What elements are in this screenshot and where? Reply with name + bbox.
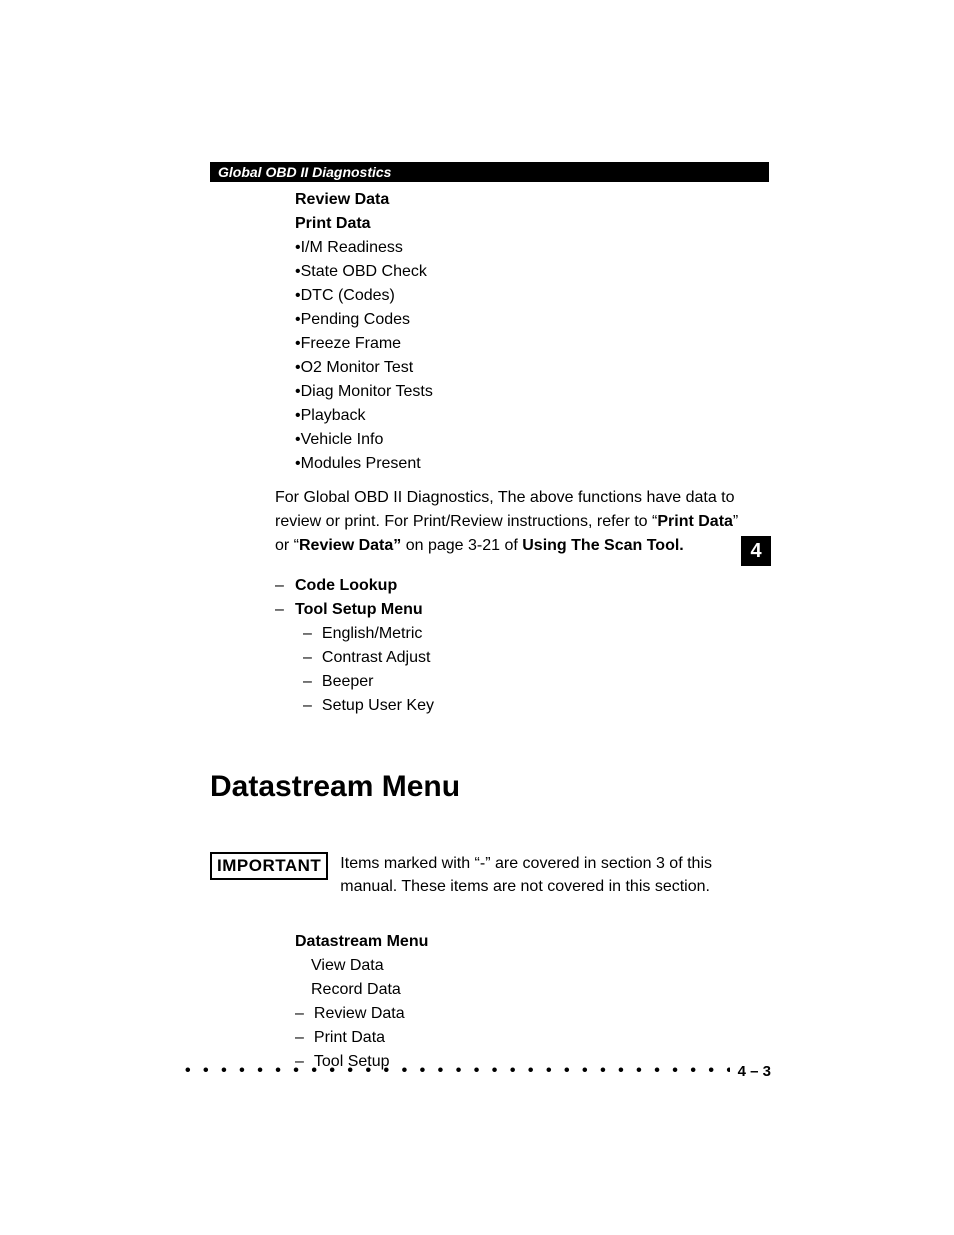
list-item: –Contrast Adjust (275, 646, 744, 670)
dash-list: – Code Lookup – Tool Setup Menu –English… (275, 574, 744, 718)
list-item: View Data (295, 954, 744, 978)
list-item: State OBD Check (295, 260, 744, 284)
list-item: O2 Monitor Test (295, 356, 744, 380)
list-item: – Tool Setup Menu (275, 598, 744, 622)
list-item-bold: Review Data (295, 188, 744, 212)
top-list: Review Data Print Data I/M Readiness Sta… (295, 188, 744, 476)
list-item: –English/Metric (275, 622, 744, 646)
page-number: 4 – 3 (730, 1063, 771, 1080)
list-title: Datastream Menu (295, 930, 744, 954)
list-item-bold: Print Data (295, 212, 744, 236)
footer-dots: • • • • • • • • • • • • • • • • • • • • … (185, 1062, 730, 1080)
list-item: –Review Data (295, 1002, 744, 1026)
important-callout: IMPORTANT Items marked with “-” are cove… (210, 852, 744, 898)
important-box-label: IMPORTANT (210, 852, 328, 880)
list-item: DTC (Codes) (295, 284, 744, 308)
list-item: Freeze Frame (295, 332, 744, 356)
important-text: Items marked with “-” are covered in sec… (340, 852, 744, 898)
section-heading: Datastream Menu (210, 770, 954, 804)
page-footer: • • • • • • • • • • • • • • • • • • • • … (185, 1062, 771, 1080)
list-item: –Setup User Key (275, 694, 744, 718)
list-item: –Beeper (275, 670, 744, 694)
list-item: Record Data (295, 978, 744, 1002)
list-item: I/M Readiness (295, 236, 744, 260)
list-item: –Print Data (295, 1026, 744, 1050)
list-item: Diag Monitor Tests (295, 380, 744, 404)
datastream-list: Datastream Menu View Data Record Data –R… (295, 930, 744, 1074)
list-item: Modules Present (295, 452, 744, 476)
list-item: Playback (295, 404, 744, 428)
instruction-paragraph: For Global OBD II Diagnostics, The above… (275, 486, 754, 558)
header-title: Global OBD II Diagnostics (218, 164, 391, 180)
list-item: Pending Codes (295, 308, 744, 332)
list-item: Vehicle Info (295, 428, 744, 452)
list-item: – Code Lookup (275, 574, 744, 598)
chapter-tab: 4 (741, 536, 771, 566)
header-bar: Global OBD II Diagnostics (210, 162, 769, 182)
